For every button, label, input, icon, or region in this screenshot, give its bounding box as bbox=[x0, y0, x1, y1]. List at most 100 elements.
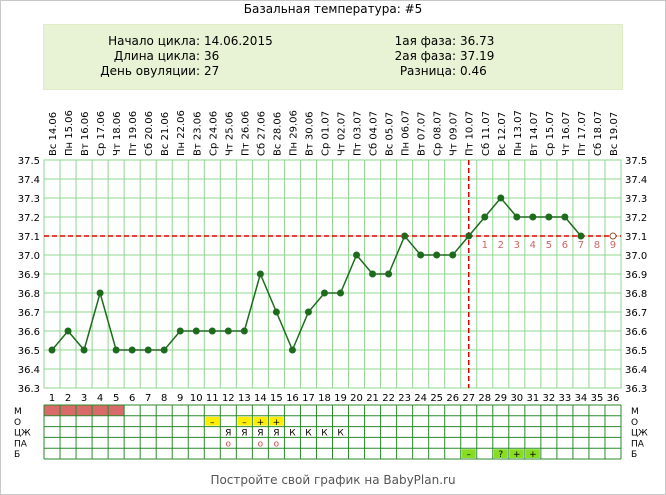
day-number: 22 bbox=[382, 393, 395, 404]
marker-cell-bg bbox=[525, 449, 540, 458]
day-number: 12 bbox=[222, 393, 235, 404]
day-number: 23 bbox=[398, 393, 411, 404]
row-label-right: Б bbox=[631, 450, 637, 460]
y-tick-label-left: 36.7 bbox=[18, 308, 40, 319]
menses-cell bbox=[108, 405, 125, 416]
date-label: Вт 14.07 bbox=[529, 112, 540, 157]
temperature-point bbox=[48, 346, 56, 354]
menses-cell bbox=[92, 405, 109, 416]
marker-cell-bg bbox=[269, 416, 284, 426]
temperature-point bbox=[80, 346, 88, 354]
day-number: 28 bbox=[478, 393, 491, 404]
date-label: Вс 12.07 bbox=[497, 112, 508, 156]
day-number: 11 bbox=[206, 393, 219, 404]
day-number: 32 bbox=[543, 393, 556, 404]
temperature-point bbox=[288, 346, 296, 354]
phase2-day-number: 6 bbox=[562, 240, 568, 251]
y-tick-label-left: 36.5 bbox=[18, 346, 40, 357]
temperature-point bbox=[449, 251, 457, 259]
date-label: Пн 06.07 bbox=[401, 110, 412, 156]
temperature-point bbox=[272, 308, 280, 316]
cycle-start-label: Начало цикла: bbox=[108, 34, 200, 48]
y-tick-label-left: 36.6 bbox=[18, 327, 40, 338]
marker-cell-text: ? bbox=[498, 450, 503, 460]
phase2-day-number: 8 bbox=[594, 240, 600, 251]
row-label-right: М bbox=[631, 407, 639, 417]
temperature-point bbox=[433, 251, 441, 259]
day-number: 17 bbox=[302, 393, 315, 404]
day-number: 9 bbox=[177, 393, 183, 404]
marker-cell-bg bbox=[493, 449, 508, 458]
day-number: 27 bbox=[462, 393, 475, 404]
temperature-point bbox=[96, 289, 104, 297]
temperature-point bbox=[192, 327, 200, 335]
date-label: Вс 21.06 bbox=[160, 112, 171, 156]
marker-cell-bg bbox=[237, 416, 252, 426]
date-label: Чт 09.07 bbox=[449, 112, 460, 157]
chart-title: Базальная температура: #5 bbox=[243, 2, 423, 16]
row-label-right: ПА bbox=[631, 439, 645, 449]
temperature-point bbox=[465, 232, 473, 240]
date-label: Сб 18.07 bbox=[593, 111, 604, 156]
row-label-right: ЦЖ bbox=[631, 429, 648, 439]
phase2-day-number: 3 bbox=[514, 240, 520, 251]
marker-cell-text: Я bbox=[273, 429, 279, 439]
marker-cell-text: + bbox=[529, 450, 537, 460]
date-label: Сб 20.06 bbox=[144, 111, 155, 156]
temperature-point bbox=[529, 213, 537, 221]
bbt-chart: 37.5 37.5 37.4 37.4 37.3 37.3 37.2 37.2 37.1 37.1… bbox=[14, 110, 648, 460]
temperature-point bbox=[497, 194, 505, 202]
date-label: Ср 17.06 bbox=[96, 111, 107, 156]
marker-cell-text: К bbox=[305, 429, 312, 439]
temperature-point bbox=[176, 327, 184, 335]
phase2-label: 2ая фаза: bbox=[394, 49, 456, 63]
y-tick-label-right: 36.4 bbox=[625, 365, 647, 376]
date-label: Ср 01.07 bbox=[320, 111, 331, 156]
date-label: Вт 30.06 bbox=[304, 112, 315, 157]
date-label: Вт 23.06 bbox=[192, 112, 203, 157]
marker-cell-text: – bbox=[466, 450, 471, 460]
date-label: Пт 03.07 bbox=[353, 111, 364, 156]
row-label-left: Б bbox=[14, 450, 20, 460]
day-number: 13 bbox=[238, 393, 251, 404]
marker-cell-text: о bbox=[226, 439, 232, 449]
day-number: 16 bbox=[286, 393, 299, 404]
day-number: 10 bbox=[190, 393, 203, 404]
menses-cell bbox=[76, 405, 93, 416]
y-tick-label-right: 36.7 bbox=[625, 308, 647, 319]
day-number: 2 bbox=[65, 393, 71, 404]
day-number: 20 bbox=[350, 393, 363, 404]
day-number: 31 bbox=[526, 393, 539, 404]
temperature-point bbox=[417, 251, 425, 259]
date-label: Ср 08.07 bbox=[433, 111, 444, 156]
marker-cell-text: – bbox=[210, 418, 215, 428]
day-number: 26 bbox=[446, 393, 459, 404]
date-label: Пт 17.07 bbox=[577, 111, 588, 156]
menses-cell bbox=[44, 405, 61, 416]
footer-link[interactable]: Постройте свой график на BabyPlan.ru bbox=[210, 473, 456, 487]
y-tick-label-right: 36.5 bbox=[625, 346, 647, 357]
date-label: Пт 10.07 bbox=[465, 111, 476, 156]
y-tick-label-left: 37.3 bbox=[18, 194, 40, 205]
marker-cell-text: К bbox=[337, 429, 344, 439]
temperature-point bbox=[320, 289, 328, 297]
day-number: 33 bbox=[559, 393, 572, 404]
marker-cell-bg bbox=[461, 449, 476, 458]
temperature-point bbox=[144, 346, 152, 354]
date-label: Пн 15.06 bbox=[64, 110, 75, 156]
day-number: 8 bbox=[161, 393, 167, 404]
date-label: Чт 02.07 bbox=[337, 112, 348, 157]
day-number: 18 bbox=[318, 393, 331, 404]
summary-panel: Начало цикла: 14.06.2015 Длина цикла: 36… bbox=[43, 24, 623, 90]
marker-cell-bg bbox=[205, 416, 220, 426]
marker-cell-text: Я bbox=[241, 429, 247, 439]
row-label-left: М bbox=[14, 407, 22, 417]
y-tick-label-right: 37.0 bbox=[625, 251, 647, 262]
day-number: 25 bbox=[430, 393, 443, 404]
phase2-day-number: 9 bbox=[610, 240, 616, 251]
temperature-point bbox=[64, 327, 72, 335]
cycle-length-label: Длина цикла: bbox=[113, 49, 200, 63]
temperature-point bbox=[337, 289, 345, 297]
date-label: Вс 28.06 bbox=[272, 112, 283, 156]
marker-cell-text: К bbox=[289, 429, 296, 439]
